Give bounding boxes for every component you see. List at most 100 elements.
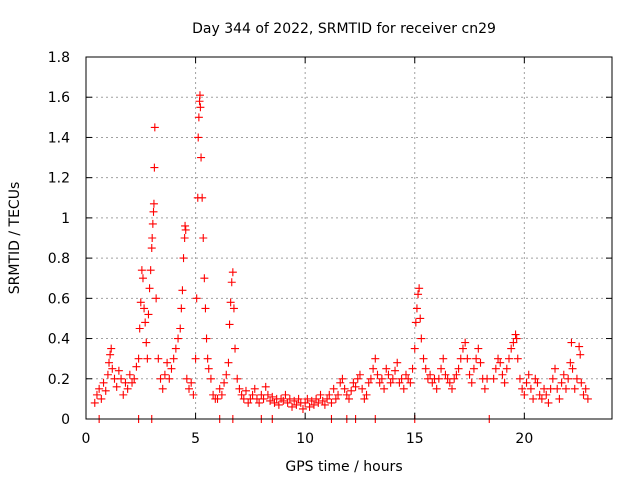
data-point <box>108 364 117 373</box>
data-point <box>228 268 237 277</box>
x-tick-label: 10 <box>296 431 314 447</box>
data-point <box>192 294 201 303</box>
x-tick-label: 0 <box>82 431 91 447</box>
y-tick-label: 1.4 <box>48 130 70 146</box>
data-point <box>198 193 207 202</box>
data-point <box>149 207 158 216</box>
data-point <box>531 374 540 383</box>
data-point <box>171 344 180 353</box>
data-point <box>564 374 573 383</box>
data-point <box>227 278 236 287</box>
data-point <box>138 274 147 283</box>
y-tick-label: 0.2 <box>48 372 70 388</box>
data-point <box>364 378 373 387</box>
x-tick-label: 15 <box>406 431 424 447</box>
data-point <box>182 374 191 383</box>
chart-title: Day 344 of 2022, SRMTID for receiver cn2… <box>192 21 496 37</box>
data-point <box>143 354 152 363</box>
data-point <box>542 390 551 399</box>
data-point <box>491 364 500 373</box>
data-point <box>277 394 286 403</box>
data-point <box>441 370 450 379</box>
data-point <box>103 370 112 379</box>
data-point <box>412 304 421 313</box>
data-point <box>178 286 187 295</box>
data-point <box>266 396 275 405</box>
data-point <box>415 284 424 293</box>
data-point <box>366 374 375 383</box>
data-point <box>248 390 257 399</box>
data-point <box>176 324 185 333</box>
data-point <box>226 298 235 307</box>
data-point <box>480 384 489 393</box>
data-point <box>203 354 212 363</box>
data-point <box>244 398 253 407</box>
data-point <box>154 354 163 363</box>
data-point <box>448 384 457 393</box>
data-point <box>279 396 288 405</box>
data-point <box>316 390 325 399</box>
data-point <box>526 384 535 393</box>
data-point <box>150 123 159 132</box>
data-point <box>518 384 527 393</box>
data-point <box>301 398 310 407</box>
data-point <box>334 390 343 399</box>
data-point <box>263 390 272 399</box>
data-point <box>90 398 99 407</box>
data-point <box>241 386 250 395</box>
y-tick-label: 0.6 <box>48 291 70 307</box>
data-point <box>417 334 426 343</box>
data-point <box>382 364 391 373</box>
y-tick-label: 0.8 <box>48 251 70 267</box>
data-point <box>255 398 264 407</box>
data-point <box>283 398 292 407</box>
data-point <box>167 364 176 373</box>
y-tick-label: 1.2 <box>48 171 70 187</box>
y-tick-label: 1.8 <box>48 50 70 66</box>
grid-lines <box>86 57 612 419</box>
x-tick-label: 5 <box>191 431 200 447</box>
data-point <box>149 199 158 208</box>
data-point <box>128 378 137 387</box>
data-point <box>439 354 448 363</box>
data-point <box>150 163 159 172</box>
data-points <box>90 91 592 423</box>
data-point <box>199 234 208 242</box>
data-point <box>105 358 114 367</box>
data-point <box>225 320 234 329</box>
data-point <box>290 396 299 405</box>
data-point <box>229 304 238 313</box>
data-point <box>461 338 470 347</box>
data-point <box>579 390 588 399</box>
data-point <box>303 394 312 403</box>
data-point <box>544 398 553 407</box>
data-point <box>583 394 592 403</box>
data-point <box>496 358 505 367</box>
data-point <box>312 394 321 403</box>
data-point <box>217 390 226 399</box>
data-point <box>469 364 478 373</box>
data-point <box>515 374 524 383</box>
data-point <box>331 394 340 403</box>
data-point <box>498 370 507 379</box>
data-point <box>500 378 509 387</box>
data-point <box>114 366 123 375</box>
data-point <box>156 374 165 383</box>
data-point <box>179 254 188 263</box>
data-point <box>325 390 334 399</box>
data-point <box>250 384 259 393</box>
data-point <box>132 362 141 371</box>
data-point <box>233 374 242 383</box>
data-point <box>140 304 149 313</box>
data-point <box>406 378 415 387</box>
data-point <box>148 234 157 242</box>
data-point <box>235 384 244 393</box>
data-point <box>551 364 560 373</box>
data-point <box>391 366 400 375</box>
data-point <box>112 382 121 391</box>
data-point <box>274 400 283 409</box>
data-point <box>163 358 172 367</box>
y-axis-label: SRMTID / TECUs <box>7 182 23 295</box>
data-point <box>553 384 562 393</box>
